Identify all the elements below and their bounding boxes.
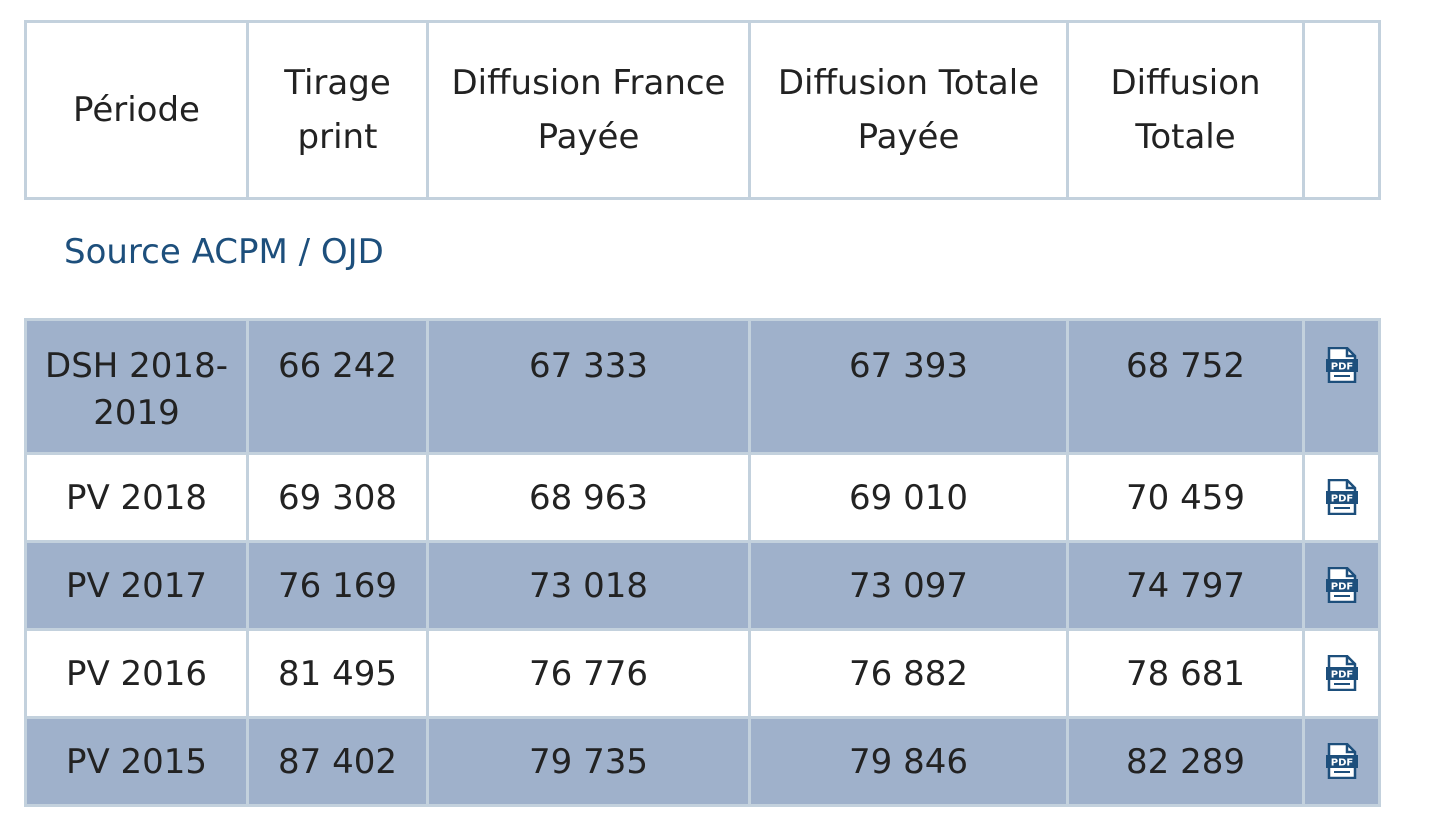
cell-tirage-print: 87 402 (246, 716, 429, 807)
cell-periode: PV 2018 (24, 452, 249, 543)
pdf-icon[interactable]: PDF (1325, 566, 1358, 604)
table-row: PV 2018 69 308 68 963 69 010 70 459 PDF (24, 452, 1381, 543)
cell-diffusion-totale-payee: 79 846 (748, 716, 1069, 807)
cell-download: PDF (1302, 540, 1381, 631)
cell-tirage-print: 76 169 (246, 540, 429, 631)
cell-diffusion-totale: 78 681 (1066, 628, 1305, 719)
svg-text:PDF: PDF (1330, 582, 1352, 593)
header-periode-label: Période (73, 90, 200, 130)
header-diffusion-totale: Diffusion Totale (1066, 20, 1305, 200)
cell-diffusion-totale-payee: 69 010 (748, 452, 1069, 543)
circulation-data-table: DSH 2018- 2019 66 242 67 333 67 393 68 752 PDF… (24, 318, 1381, 807)
cell-download: PDF (1302, 628, 1381, 719)
header-totale-payee-line1: Diffusion Totale (777, 63, 1040, 103)
cell-diffusion-totale: 70 459 (1066, 452, 1305, 543)
header-totale-line2: Totale (1135, 117, 1236, 157)
cell-tirage-print: 81 495 (246, 628, 429, 719)
circulation-header-table: Période Tirage print Diffusion France Pa… (24, 20, 1381, 200)
header-tirage-line2: print (297, 117, 378, 157)
cell-periode: DSH 2018- 2019 (24, 318, 249, 455)
periode-text: PV 2017 (65, 566, 208, 606)
cell-diffusion-france-payee: 76 776 (426, 628, 751, 719)
svg-text:PDF: PDF (1330, 494, 1352, 505)
cell-diffusion-totale: 82 289 (1066, 716, 1305, 807)
cell-tirage-print: 69 308 (246, 452, 429, 543)
header-totale-line1: Diffusion (1110, 63, 1261, 103)
table-row: DSH 2018- 2019 66 242 67 333 67 393 68 752 PDF (24, 318, 1381, 455)
svg-text:PDF: PDF (1330, 670, 1352, 681)
cell-diffusion-france-payee: 73 018 (426, 540, 751, 631)
cell-diffusion-france-payee: 68 963 (426, 452, 751, 543)
header-tirage-line1: Tirage (284, 63, 391, 103)
svg-text:PDF: PDF (1330, 758, 1352, 769)
pdf-icon[interactable]: PDF (1325, 654, 1358, 692)
header-download (1302, 20, 1381, 200)
cell-download: PDF (1302, 716, 1381, 807)
header-tirage-print: Tirage print (246, 20, 429, 200)
header-row: Période Tirage print Diffusion France Pa… (24, 20, 1381, 200)
header-france-line2: Payée (537, 117, 640, 157)
source-acpm-link[interactable]: Source ACPM / OJD (64, 232, 384, 272)
cell-diffusion-totale-payee: 73 097 (748, 540, 1069, 631)
header-totale-payee-line2: Payée (857, 117, 960, 157)
cell-periode: PV 2016 (24, 628, 249, 719)
pdf-icon[interactable]: PDF (1325, 742, 1358, 780)
cell-diffusion-france-payee: 67 333 (426, 318, 751, 455)
header-periode: Période (24, 20, 249, 200)
cell-tirage-print: 66 242 (246, 318, 429, 455)
periode-text: DSH 2018- (45, 346, 228, 386)
cell-download: PDF (1302, 452, 1381, 543)
periode-text: 2019 (93, 393, 180, 433)
table-row: PV 2015 87 402 79 735 79 846 82 289 PDF (24, 716, 1381, 807)
cell-diffusion-totale: 74 797 (1066, 540, 1305, 631)
cell-periode: PV 2015 (24, 716, 249, 807)
header-diffusion-france-payee: Diffusion France Payée (426, 20, 751, 200)
table-row: PV 2016 81 495 76 776 76 882 78 681 PDF (24, 628, 1381, 719)
cell-diffusion-totale-payee: 76 882 (748, 628, 1069, 719)
pdf-icon[interactable]: PDF (1325, 478, 1358, 516)
pdf-icon[interactable]: PDF (1325, 346, 1358, 384)
periode-text: PV 2016 (65, 654, 208, 694)
cell-diffusion-totale: 68 752 (1066, 318, 1305, 455)
periode-text: PV 2015 (65, 742, 208, 782)
cell-diffusion-france-payee: 79 735 (426, 716, 751, 807)
cell-diffusion-totale-payee: 67 393 (748, 318, 1069, 455)
header-diffusion-totale-payee: Diffusion Totale Payée (748, 20, 1069, 200)
periode-text: PV 2018 (65, 478, 208, 518)
cell-download: PDF (1302, 318, 1381, 455)
header-france-line1: Diffusion France (451, 63, 726, 103)
table-row: PV 2017 76 169 73 018 73 097 74 797 PDF (24, 540, 1381, 631)
cell-periode: PV 2017 (24, 540, 249, 631)
svg-text:PDF: PDF (1330, 362, 1352, 373)
